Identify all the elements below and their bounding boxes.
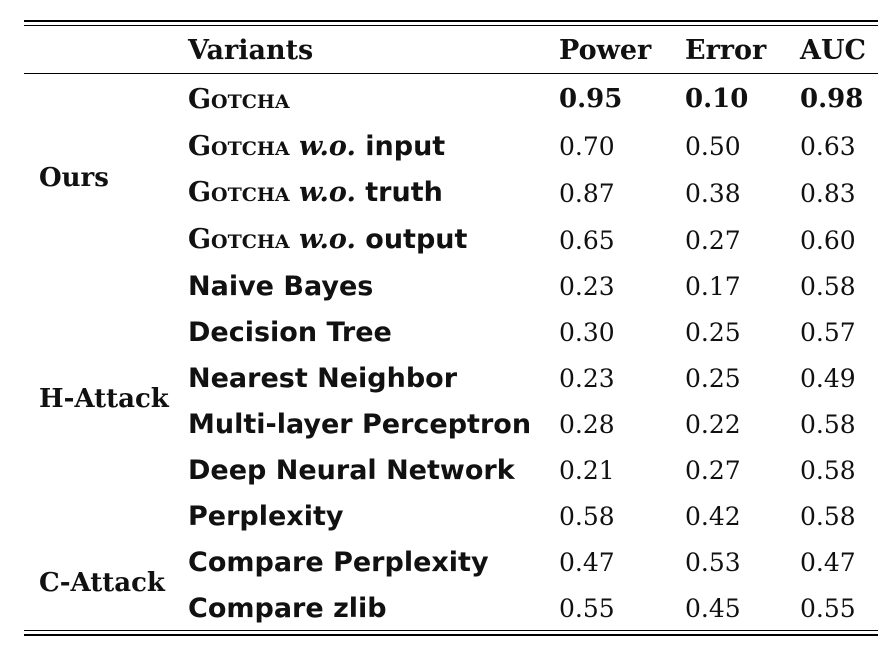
- cell-auc: 0.83: [800, 179, 856, 208]
- cell-auc: 0.63: [800, 132, 856, 161]
- row-variant-gotcha-wo-input: Gotcha w.o. input: [188, 133, 445, 160]
- cell-power: 0.21: [559, 456, 615, 485]
- variant-name-smallcaps: Gotcha: [188, 131, 290, 162]
- cell-error: 0.42: [685, 502, 741, 531]
- top-rule-inner: [24, 25, 878, 26]
- cell-power: 0.47: [559, 548, 615, 577]
- variant-name-smallcaps: Gotcha: [188, 224, 290, 255]
- variant-name-rest: truth: [365, 177, 443, 208]
- row-variant-nearest-neighbor: Nearest Neighbor: [188, 363, 458, 394]
- row-variant-perplexity: Perplexity: [188, 501, 344, 532]
- cell-auc: 0.60: [800, 226, 856, 255]
- variant-name-smallcaps: Gotcha: [188, 177, 290, 208]
- cell-auc: 0.47: [800, 548, 856, 577]
- group-label-c-attack: C-Attack: [39, 568, 165, 598]
- cell-error: 0.17: [685, 272, 741, 301]
- row-variant-gotcha-wo-truth: Gotcha w.o. truth: [188, 179, 443, 206]
- cell-error: 0.50: [685, 132, 741, 161]
- header-power: Power: [559, 35, 652, 66]
- variant-name-rest: input: [365, 131, 446, 162]
- cell-error: 0.38: [685, 179, 741, 208]
- cell-power: 0.23: [559, 364, 615, 393]
- cell-error: 0.25: [685, 364, 741, 393]
- cell-auc: 0.58: [800, 502, 856, 531]
- cell-power: 0.95: [559, 84, 623, 114]
- cell-power: 0.70: [559, 132, 615, 161]
- cell-error: 0.25: [685, 318, 741, 347]
- row-variant-gotcha: Gotcha: [188, 86, 290, 113]
- row-variant-deep-neural-network: Deep Neural Network: [188, 455, 515, 486]
- cell-auc: 0.58: [800, 410, 856, 439]
- cell-error: 0.27: [685, 456, 741, 485]
- group-label-h-attack: H-Attack: [39, 384, 169, 414]
- cell-error: 0.45: [685, 594, 741, 623]
- variant-name-italic: w.o.: [298, 224, 356, 255]
- cell-power: 0.28: [559, 410, 615, 439]
- row-variant-gotcha-wo-output: Gotcha w.o. output: [188, 226, 467, 253]
- cell-auc: 0.55: [800, 594, 856, 623]
- cell-power: 0.65: [559, 226, 615, 255]
- cell-error: 0.27: [685, 226, 741, 255]
- row-variant-decision-tree: Decision Tree: [188, 317, 392, 348]
- cell-power: 0.23: [559, 272, 615, 301]
- cell-auc: 0.57: [800, 318, 856, 347]
- cell-auc: 0.58: [800, 456, 856, 485]
- variant-name-smallcaps: Gotcha: [188, 84, 290, 115]
- variant-name-rest: output: [365, 224, 468, 255]
- cell-auc: 0.98: [800, 84, 864, 114]
- variant-name-italic: w.o.: [298, 131, 356, 162]
- cell-auc: 0.49: [800, 364, 856, 393]
- top-rule-outer: [24, 20, 878, 22]
- header-auc: AUC: [800, 35, 866, 66]
- cell-power: 0.30: [559, 318, 615, 347]
- bottom-rule-inner: [24, 630, 878, 631]
- cell-auc: 0.58: [800, 272, 856, 301]
- cell-error: 0.53: [685, 548, 741, 577]
- header-variants: Variants: [188, 35, 314, 66]
- header-rule: [24, 73, 878, 74]
- row-variant-naive-bayes: Naive Bayes: [188, 271, 374, 302]
- group-label-ours: Ours: [39, 163, 109, 193]
- cell-power: 0.58: [559, 502, 615, 531]
- cell-power: 0.55: [559, 594, 615, 623]
- header-error: Error: [685, 35, 767, 66]
- bottom-rule-outer: [24, 634, 878, 636]
- row-variant-compare-perplexity: Compare Perplexity: [188, 547, 489, 578]
- row-variant-compare-zlib: Compare zlib: [188, 593, 387, 624]
- cell-error: 0.10: [685, 84, 749, 114]
- variant-name-italic: w.o.: [298, 177, 356, 208]
- row-variant-multi-layer-perceptron: Multi-layer Perceptron: [188, 409, 532, 440]
- cell-error: 0.22: [685, 410, 741, 439]
- cell-power: 0.87: [559, 179, 615, 208]
